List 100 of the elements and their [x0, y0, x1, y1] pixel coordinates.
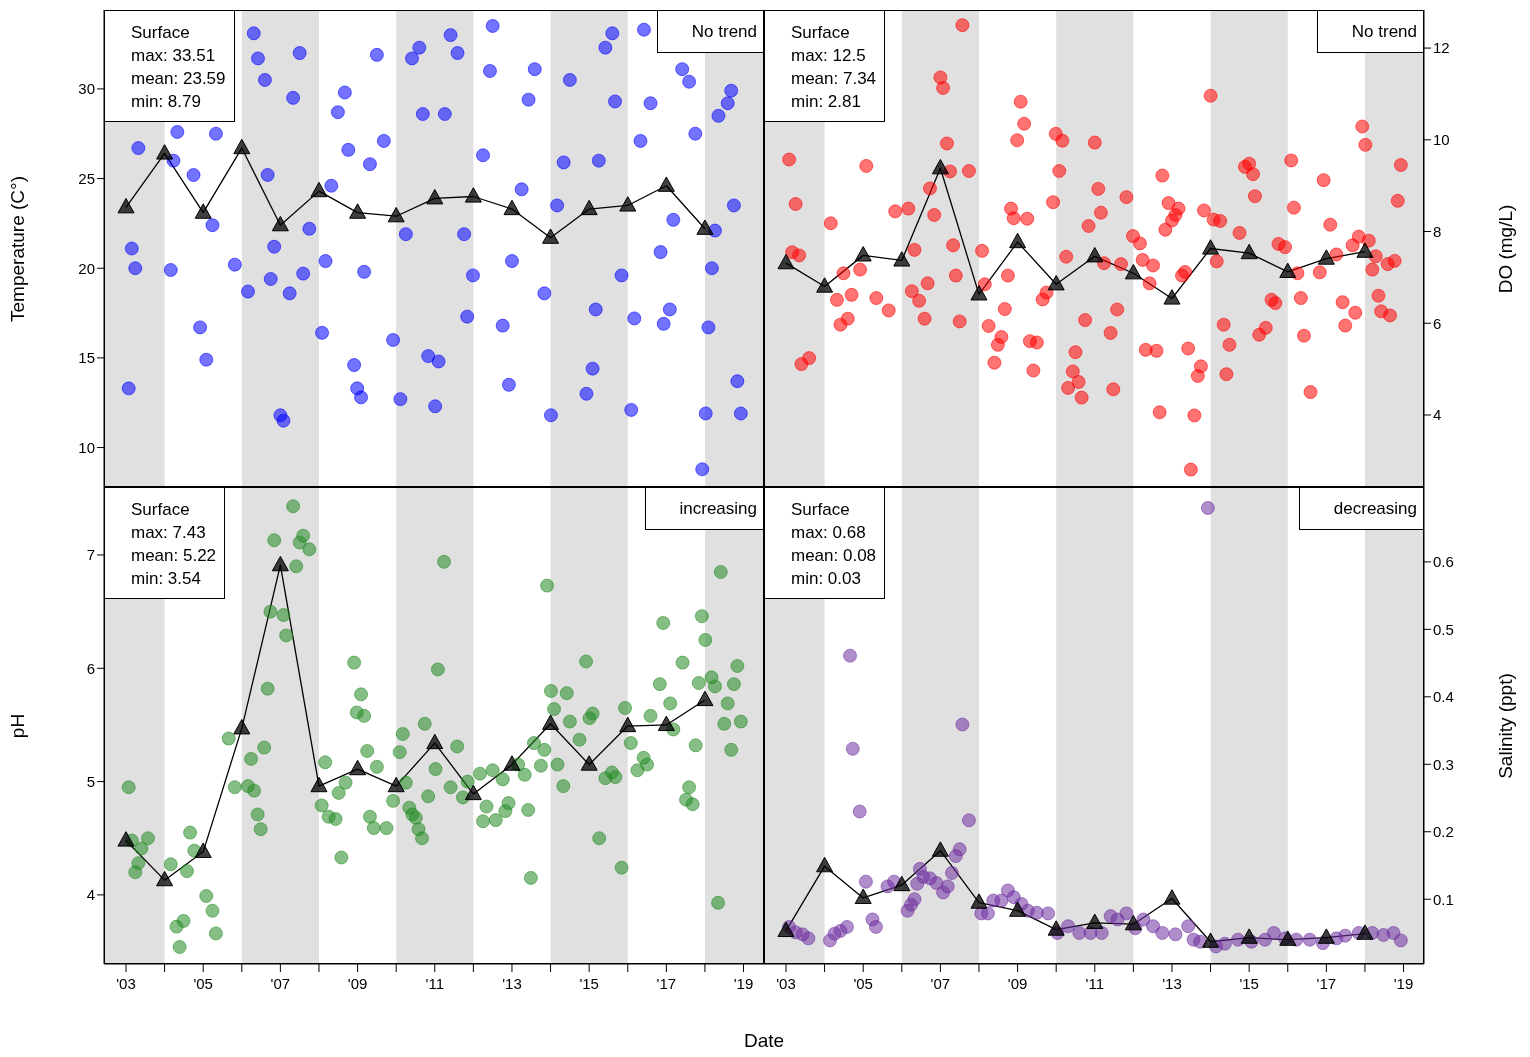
y-tick-label: 6	[86, 659, 95, 677]
point	[1240, 928, 1258, 944]
y-axis-title: Temperature (C°)	[7, 175, 29, 322]
annotation: mean: 23.59	[131, 68, 226, 90]
point	[1124, 914, 1142, 931]
x-tick-label: '17	[656, 974, 677, 992]
point	[156, 870, 174, 887]
point	[233, 138, 251, 155]
x-tick-label: '13	[502, 974, 522, 992]
y2-tick-label: 0.3	[1433, 755, 1454, 773]
point	[233, 719, 251, 735]
x-tick-label: '05	[193, 974, 213, 992]
y-tick-label: 7	[86, 546, 95, 564]
annotation: Surface	[131, 499, 191, 521]
annotation: max: 0.68	[791, 522, 867, 544]
y2-tick-label: 0.1	[1433, 890, 1454, 908]
y-tick-label: 4	[86, 886, 95, 904]
x-tick-label: '17	[1316, 974, 1337, 992]
y-axis-title: pH	[7, 713, 29, 738]
point	[619, 196, 637, 212]
annotation: Surface	[791, 499, 851, 521]
point	[1240, 243, 1258, 260]
point	[1163, 889, 1181, 905]
point	[194, 842, 212, 858]
point	[464, 784, 482, 801]
x-tick-label: '09	[1007, 974, 1028, 992]
point	[1086, 247, 1104, 263]
point	[1009, 232, 1027, 249]
y-tick-label: 30	[78, 80, 95, 98]
point	[271, 215, 289, 232]
point	[1202, 932, 1220, 948]
annotation: No trend	[656, 10, 764, 53]
point	[156, 144, 174, 160]
point	[580, 755, 598, 771]
point	[503, 199, 521, 216]
point	[464, 187, 482, 203]
point	[580, 199, 598, 216]
y-tick-label: 10	[78, 438, 95, 456]
point	[426, 188, 444, 205]
y2-tick-label: 12	[1433, 39, 1450, 57]
x-tick-label: '13	[1162, 974, 1182, 992]
point	[1356, 242, 1374, 258]
annotation: min: 3.54	[131, 568, 202, 590]
x-tick-label: '19	[1393, 974, 1414, 992]
point	[816, 277, 834, 293]
point	[1047, 920, 1065, 936]
y2-tick-label: 10	[1433, 131, 1450, 149]
point	[1047, 274, 1065, 291]
annotation: min: 2.81	[791, 91, 862, 113]
x-tick-label: '05	[853, 974, 873, 992]
x-tick-label: '15	[579, 974, 599, 992]
point	[619, 716, 637, 733]
point	[696, 690, 714, 707]
y2-tick-label: 4	[1433, 406, 1442, 424]
point	[970, 285, 988, 301]
x-tick-label: '19	[733, 974, 754, 992]
point	[1279, 262, 1297, 278]
annotation: min: 8.79	[131, 91, 202, 113]
point	[657, 176, 675, 192]
point	[893, 875, 911, 892]
point	[310, 181, 328, 198]
annotation: max: 7.43	[131, 522, 207, 544]
annotation: Surface	[131, 22, 191, 44]
point	[542, 714, 560, 730]
point	[1317, 249, 1335, 265]
point	[117, 197, 135, 214]
y2-tick-label: 0.5	[1433, 620, 1454, 638]
x-tick-label: '03	[776, 974, 796, 992]
point	[657, 715, 675, 732]
annotation: max: 12.5	[791, 45, 867, 67]
point	[194, 203, 212, 219]
point	[893, 251, 911, 267]
annotation: decreasing	[1298, 487, 1424, 530]
annotation: No trend	[1316, 10, 1424, 53]
point	[1163, 289, 1181, 305]
point	[1279, 930, 1297, 946]
y2-tick-label: 0.4	[1433, 688, 1454, 706]
point	[931, 158, 949, 175]
y-tick-label: 20	[78, 259, 95, 277]
x-tick-label: '03	[116, 974, 136, 992]
annotation: increasing	[644, 487, 764, 530]
point	[1086, 913, 1104, 929]
point	[970, 893, 988, 909]
point	[696, 219, 714, 235]
point	[1124, 263, 1142, 280]
point	[117, 831, 135, 847]
point	[387, 776, 405, 793]
x-tick-label: '11	[1085, 974, 1104, 992]
y2-tick-label: 0.2	[1433, 823, 1454, 841]
x-tick-label: '15	[1239, 974, 1259, 992]
y2-axis-title: Salinity (ppt)	[1495, 672, 1517, 779]
point	[854, 888, 872, 904]
point	[349, 759, 367, 776]
annotation: mean: 0.08	[791, 545, 877, 567]
x-tick-label: '09	[347, 974, 368, 992]
x-tick-label: '07	[270, 974, 291, 992]
point	[349, 203, 367, 219]
y2-tick-label: 6	[1433, 314, 1442, 332]
point	[387, 206, 405, 223]
point	[310, 776, 328, 793]
